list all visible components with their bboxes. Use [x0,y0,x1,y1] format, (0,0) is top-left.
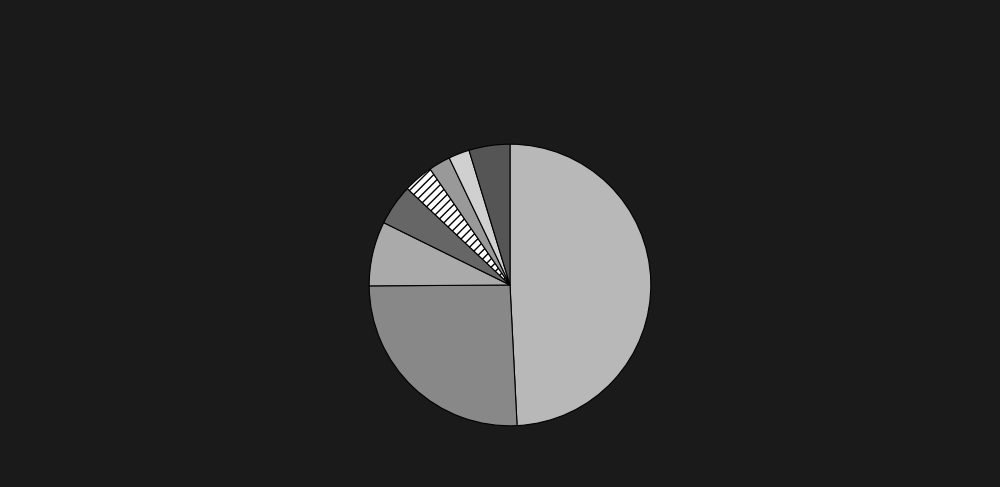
Wedge shape [384,188,510,285]
Wedge shape [407,169,510,285]
Wedge shape [369,285,517,426]
Wedge shape [469,144,510,285]
Wedge shape [369,223,510,286]
Wedge shape [449,150,510,285]
Wedge shape [510,144,651,426]
Wedge shape [430,158,510,285]
